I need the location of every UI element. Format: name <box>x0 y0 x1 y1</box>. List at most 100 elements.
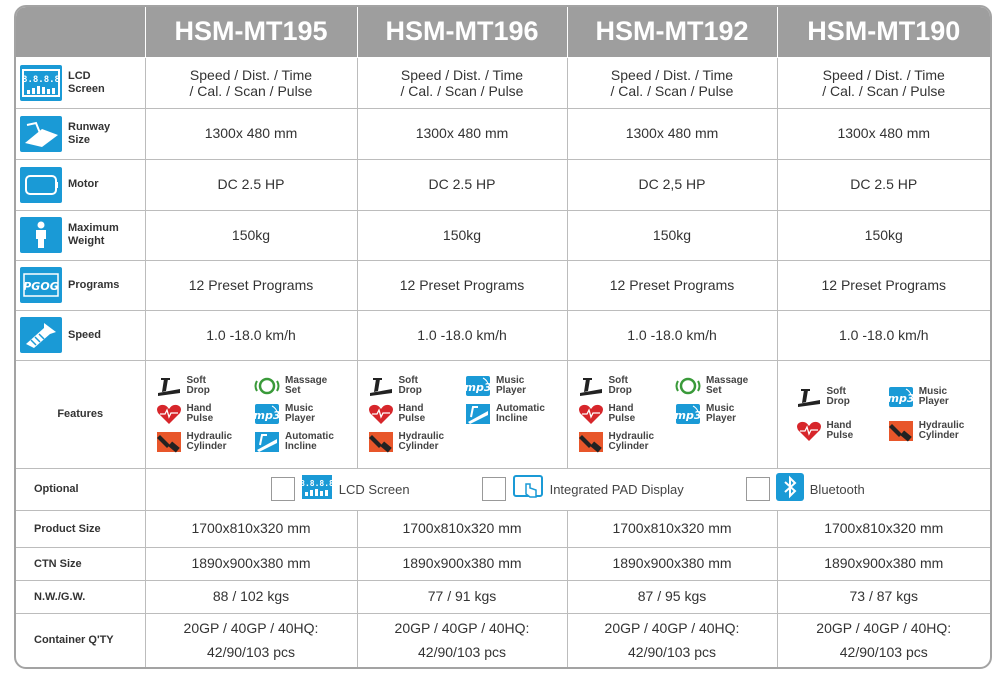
feature-grid: Soft Drop mp3 Music Player Hand Pulse Hydrau… <box>778 376 991 452</box>
nw-gw-value: 77 / 91 kgs <box>356 579 568 614</box>
features-cell: Soft Drop Massage Set Hand Pulse mp3 Music P… <box>144 359 358 469</box>
feature-label: Soft Drop <box>826 386 850 407</box>
svg-text:mp3: mp3 <box>888 392 914 405</box>
mp3-icon: mp3 <box>465 375 491 397</box>
programs-value: 12 Preset Programs <box>776 259 990 311</box>
programs-icon: PGOG <box>20 267 62 303</box>
model-header: HSM-MT190 <box>776 7 990 58</box>
row-speed: Speed 1.0 -18.0 km/h 1.0 -18.0 km/h 1.0 … <box>16 309 990 361</box>
row-label: Runway Size <box>16 107 146 160</box>
feature-item: Soft Drop <box>368 375 460 397</box>
hydraulic-icon <box>578 431 604 453</box>
feature-label: Hydraulic Cylinder <box>918 420 965 441</box>
heart-icon <box>578 403 604 425</box>
runway-value: 1300x 480 mm <box>356 107 568 160</box>
speed-value: 1.0 -18.0 km/h <box>356 309 568 361</box>
spec-label: Container Q'TY <box>16 612 146 667</box>
option-checkbox[interactable] <box>745 477 770 501</box>
feature-label: Automatic Incline <box>496 403 545 424</box>
header-corner <box>16 7 146 58</box>
hydraulic-icon <box>888 420 914 442</box>
product-size-value: 1700x810x320 mm <box>356 509 568 548</box>
row-features: Features Soft Drop Massage Set Hand Pulse m… <box>16 359 991 469</box>
svg-text:mp3: mp3 <box>254 409 280 422</box>
feature-label: Massage Set <box>285 375 328 396</box>
massage-icon <box>254 375 280 397</box>
row-lcd: 8.8.8.8 LCD Screen Speed / Dist. / Time … <box>16 56 990 109</box>
feature-item: Hydraulic Cylinder <box>888 420 972 442</box>
container-value: 20GP / 40GP / 40HQ: 42/90/103 pcs <box>144 612 358 667</box>
option-label: LCD Screen <box>338 481 410 497</box>
feature-item: Soft Drop <box>796 386 880 408</box>
features-cell: Soft Drop mp3 Music Player Hand Pulse Automa… <box>356 359 568 469</box>
spec-table-frame: HSM-MT195 HSM-MT196 HSM-MT192 HSM-MT190 … <box>14 5 992 669</box>
feature-item: Hand Pulse <box>578 403 670 425</box>
heart-icon <box>796 420 822 442</box>
container-value: 20GP / 40GP / 40HQ: 42/90/103 pcs <box>566 612 778 667</box>
lcd-value: Speed / Dist. / Time / Cal. / Scan / Pul… <box>566 56 778 109</box>
feature-item: Automatic Incline <box>465 403 557 425</box>
option-checkbox[interactable] <box>481 477 506 501</box>
feature-grid: Soft Drop mp3 Music Player Hand Pulse Automa… <box>358 371 567 457</box>
ctn-size-value: 1890x900x380 mm <box>776 546 990 581</box>
weight-value: 150kg <box>566 209 778 261</box>
feature-label: Hand Pulse <box>398 403 426 424</box>
feature-item: Hand Pulse <box>796 420 880 442</box>
feature-label: Hand Pulse <box>186 403 214 424</box>
speed-value: 1.0 -18.0 km/h <box>776 309 990 361</box>
speed-value: 1.0 -18.0 km/h <box>566 309 778 361</box>
feature-label: Massage Set <box>706 375 749 396</box>
row-label: Maximum Weight <box>16 209 146 261</box>
tablet-touch-icon <box>512 474 544 505</box>
feature-item: Soft Drop <box>578 375 670 397</box>
features-cell: Soft Drop mp3 Music Player Hand Pulse Hydrau… <box>776 359 991 469</box>
bluetooth-icon <box>775 472 804 506</box>
spec-label: Product Size <box>16 509 146 548</box>
svg-text:PGOG: PGOG <box>23 280 58 293</box>
programs-value: 12 Preset Programs <box>144 259 358 311</box>
soft-drop-icon <box>796 386 822 408</box>
lcd-value: Speed / Dist. / Time / Cal. / Scan / Pul… <box>144 56 358 109</box>
lcd-value: Speed / Dist. / Time / Cal. / Scan / Pul… <box>776 56 990 109</box>
row-programs: PGOG Programs 12 Preset Programs 12 Pres… <box>16 259 990 311</box>
feature-label: Hydraulic Cylinder <box>608 431 655 452</box>
runway-value: 1300x 480 mm <box>566 107 778 160</box>
mp3-icon: mp3 <box>675 403 701 425</box>
product-size-value: 1700x810x320 mm <box>566 509 778 548</box>
feature-label: Hand Pulse <box>826 420 854 441</box>
svg-text:8.8.8.8: 8.8.8.8 <box>301 479 333 488</box>
mp3-icon: mp3 <box>254 403 280 425</box>
heart-icon <box>156 403 182 425</box>
runway-icon <box>20 115 62 152</box>
features-cell: Soft Drop Massage Set Hand Pulse mp3 Music P… <box>566 359 778 469</box>
feature-item: Hydraulic Cylinder <box>156 431 249 453</box>
weight-value: 150kg <box>776 209 990 261</box>
row-motor: Motor DC 2.5 HP DC 2.5 HP DC 2,5 HP DC 2… <box>16 158 990 211</box>
option-label: Integrated PAD Display <box>549 481 684 497</box>
soft-drop-icon <box>368 375 394 397</box>
row-container-qty: Container Q'TY 20GP / 40GP / 40HQ: 42/90… <box>16 612 990 667</box>
container-value: 20GP / 40GP / 40HQ: 42/90/103 pcs <box>776 612 990 667</box>
row-label: PGOG Programs <box>16 259 146 311</box>
runway-value: 1300x 480 mm <box>144 107 358 160</box>
option-checkbox[interactable] <box>270 477 295 501</box>
spec-label: N.W./G.W. <box>16 579 146 614</box>
soft-drop-icon <box>578 375 604 397</box>
lcd-screen-icon: 8.8.8.8 <box>300 474 334 505</box>
mp3-icon: mp3 <box>888 386 914 408</box>
feature-label: Soft Drop <box>608 375 632 396</box>
row-label: 8.8.8.8 LCD Screen <box>16 56 146 109</box>
feature-item: Soft Drop <box>156 375 249 397</box>
feature-item: mp3 Music Player <box>888 386 972 408</box>
row-product-size: Product Size 1700x810x320 mm 1700x810x32… <box>16 509 990 548</box>
nw-gw-value: 87 / 95 kgs <box>566 579 778 614</box>
nw-gw-value: 88 / 102 kgs <box>144 579 358 614</box>
optional-cell: 8.8.8.8 LCD Screen Integrated PAD Displa… <box>144 467 990 511</box>
hydraulic-icon <box>368 431 394 453</box>
feature-item: mp3 Music Player <box>465 375 557 397</box>
ctn-size-value: 1890x900x380 mm <box>566 546 778 581</box>
product-size-value: 1700x810x320 mm <box>144 509 358 548</box>
model-header: HSM-MT195 <box>144 7 358 58</box>
runway-value: 1300x 480 mm <box>776 107 990 160</box>
incline-icon <box>465 403 491 425</box>
